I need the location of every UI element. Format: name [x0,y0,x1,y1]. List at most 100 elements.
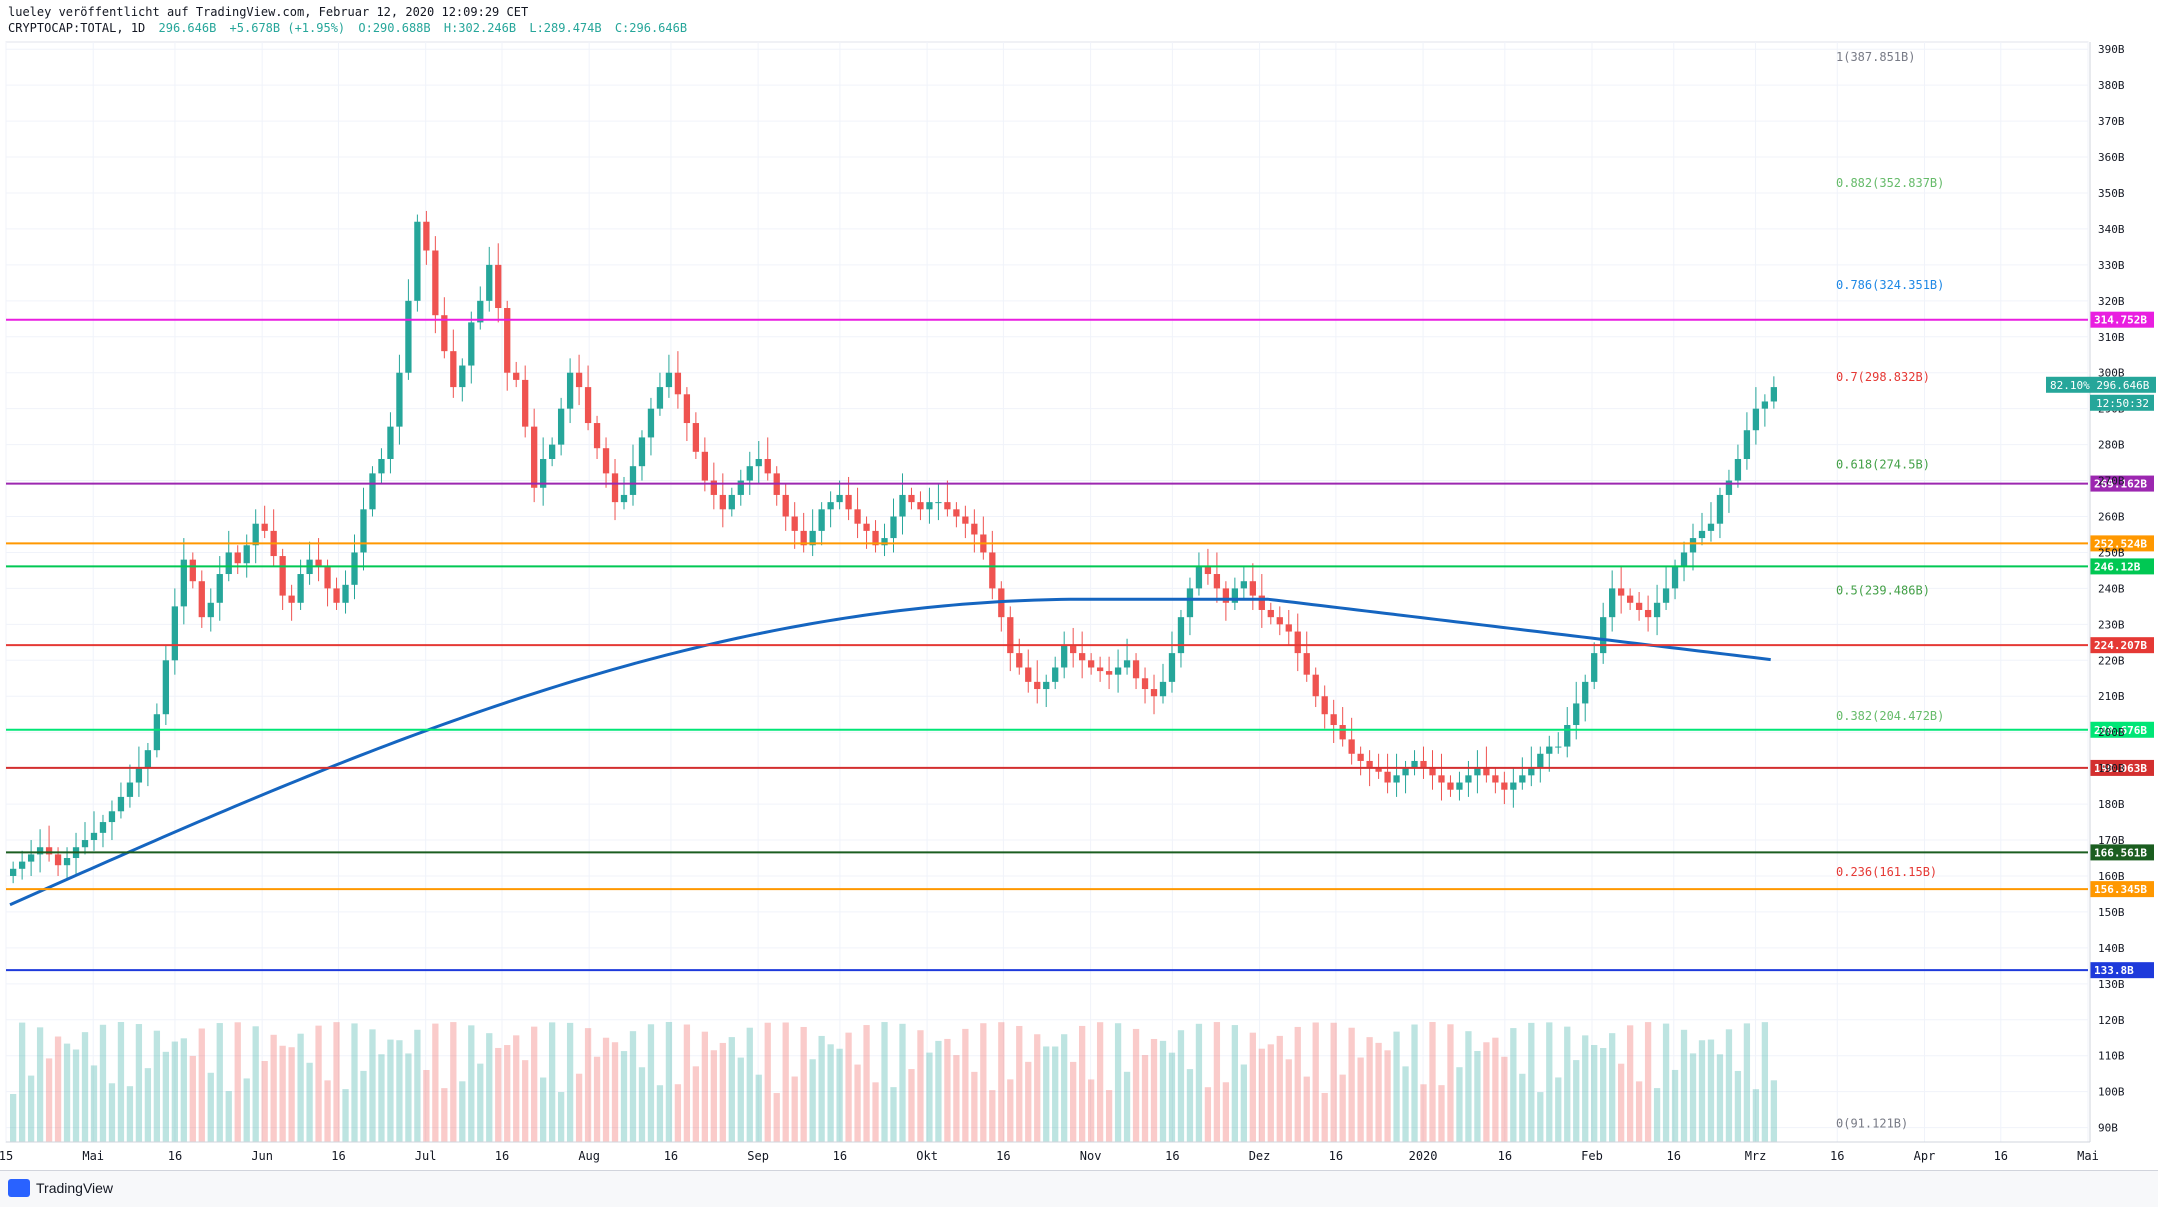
volume-bar [611,1042,619,1142]
candle-body [1285,624,1292,632]
volume-bar [836,1048,843,1142]
price-tick-label: 100B [2098,1086,2125,1099]
candle-body [1123,660,1131,668]
fib-label: 0.7(298.832B) [1836,370,1930,384]
volume-bar [504,1045,511,1142]
volume-bar [1402,1066,1409,1142]
candle-body [1132,660,1140,679]
candle-body [755,458,762,467]
tradingview-logo[interactable]: TradingView [8,1179,113,1197]
candle-body [629,466,637,495]
candle-body [818,509,825,531]
volume-bar [1689,1053,1697,1142]
volume-bar [351,1023,358,1142]
candle-body [665,372,673,388]
candle-body [45,847,53,855]
level-tag [2090,881,2154,898]
volume-bar [800,1026,807,1142]
candle-body [1249,581,1256,596]
volume-bar [1348,1027,1355,1142]
candle-body [611,473,619,503]
volume-bar [189,1055,196,1142]
time-tick-label: 16 [1329,1149,1343,1163]
volume-bar [54,1036,62,1142]
price-tick-label: 140B [2098,942,2125,955]
candle-body [1546,746,1553,754]
candle-body [881,538,888,546]
volume-bar [890,1087,897,1142]
candle-body [1716,494,1724,524]
level-tag [2090,844,2154,861]
candle-body [620,494,628,503]
candle-body [1492,775,1499,783]
volume-bar [854,1064,861,1142]
candle-body [27,854,35,862]
candle-body [719,494,726,510]
candle-body [459,365,466,388]
candle-body [1114,667,1122,675]
time-tick-label: Sep [747,1149,769,1163]
candle-body [1007,617,1014,654]
candle-body [405,300,412,373]
volume-bar [1743,1023,1751,1142]
candle-body [342,584,349,603]
price-tick-label: 300B [2098,367,2125,380]
candle-body [1438,775,1445,783]
volume-bar [81,1032,89,1142]
volume-bar [1582,1035,1589,1142]
volume-bar [746,1027,753,1142]
volume-bar [593,1056,601,1142]
volume-bar [27,1075,35,1142]
candle-body [324,566,331,589]
volume-bar [1240,1064,1247,1142]
price-tick-label: 110B [2098,1050,2125,1063]
candle-body [1698,530,1706,539]
candle-body [1096,667,1104,672]
candle-body [782,494,789,517]
last-price-tag [2046,376,2156,393]
candle-body [540,458,547,488]
volume-bar [90,1065,98,1142]
volume-bar [1007,1079,1014,1142]
volume-bar [1043,1046,1050,1142]
level-tag [2090,637,2154,654]
candle-body [1734,458,1742,481]
volume-bar [737,1057,744,1142]
candle-body [1582,681,1589,704]
candle-body [1195,566,1203,589]
candle-body [1456,782,1463,790]
candle-body [1150,689,1158,697]
candle-body [584,387,592,424]
candle-body [656,387,664,409]
candle-body [495,264,502,309]
candle-body [1483,768,1490,776]
volume-bar [1025,1061,1032,1142]
volume-bar [1087,1079,1095,1142]
volume-bar [818,1035,825,1142]
candle-body [1510,782,1517,790]
volume-bar [360,1070,367,1142]
volume-bar [1357,1057,1364,1142]
candle-body [207,602,214,618]
volume-bar [468,1025,475,1142]
candle-body [1680,552,1688,567]
high-value: H:302.246B [443,21,517,35]
candle-body [378,458,385,474]
candle-body [144,750,152,769]
volume-bar [522,1060,529,1142]
symbol-info: CRYPTOCAP:TOTAL, 1D 296.646B +5.678B (+1… [8,20,693,36]
symbol-name[interactable]: CRYPTOCAP:TOTAL, 1D [8,21,146,35]
volume-bar [396,1040,403,1142]
volume-bar [108,1083,116,1142]
candle-body [1016,653,1023,668]
price-tick-label: 160B [2098,870,2125,883]
candle-body [1537,753,1544,769]
price-tick-label: 210B [2098,690,2125,703]
volume-bar [1096,1022,1104,1142]
candle-body [1573,703,1580,726]
volume-bar [971,1071,978,1142]
level-tag [2090,721,2154,738]
candle-body [674,372,682,395]
price-chart[interactable]: 314.752B 269.162B 252.524B 246.12B 224.207B 2… [0,0,2158,1170]
time-tick-label: 15 [0,1149,13,1163]
